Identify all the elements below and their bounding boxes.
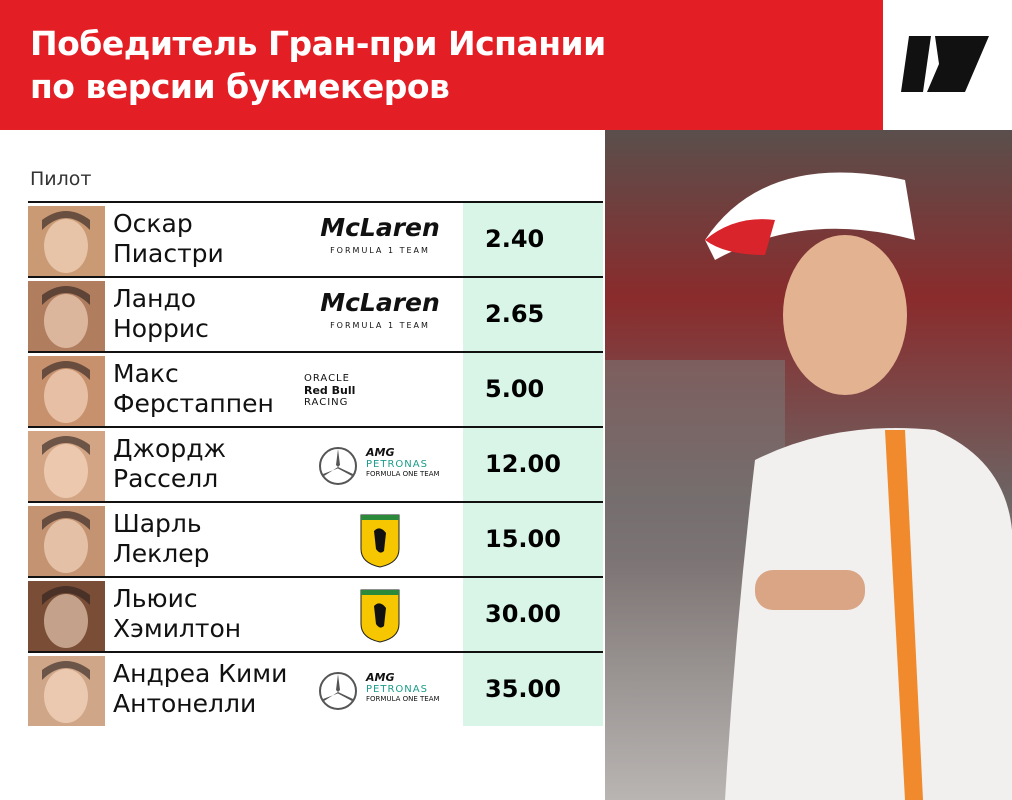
title-line: Победитель Гран-при Испании bbox=[30, 24, 606, 63]
mercedes-star bbox=[319, 447, 357, 485]
table-row: Шарль Леклер 15.00 bbox=[28, 501, 603, 576]
logo-text: FORMULA 1 TEAM bbox=[330, 246, 430, 255]
team-logo bbox=[300, 586, 460, 644]
odds: 12.00 bbox=[463, 428, 603, 501]
driver-face bbox=[28, 281, 105, 351]
logo-text: AMG bbox=[366, 446, 395, 459]
team-logo: McLaren FORMULA 1 TEAM bbox=[300, 286, 460, 344]
driver-name: Шарль Леклер bbox=[113, 509, 210, 569]
driver-photo bbox=[605, 130, 1012, 800]
ferrari-shield bbox=[360, 589, 400, 643]
logo-text: AMG bbox=[366, 671, 395, 684]
logo-text: PETRONAS bbox=[366, 684, 428, 695]
photo-illustration bbox=[605, 172, 1012, 800]
team-logo: McLaren FORMULA 1 TEAM bbox=[300, 211, 460, 269]
driver-name: Макс Ферстаппен bbox=[113, 359, 274, 419]
team-logo: AMG PETRONAS FORMULA ONE TEAM bbox=[300, 661, 460, 719]
name-line: Хэмилтон bbox=[113, 614, 242, 643]
driver-name: Ландо Норрис bbox=[113, 284, 209, 344]
driver-face bbox=[28, 431, 105, 501]
table-row: Оскар Пиастри McLaren FORMULA 1 TEAM 2.40 bbox=[28, 201, 603, 276]
table-row: Макс Ферстаппен ORACLE Red Bull RACING 5.00 bbox=[28, 351, 603, 426]
name-line: Леклер bbox=[113, 539, 210, 568]
odds: 2.65 bbox=[463, 278, 603, 351]
name-line: Антонелли bbox=[113, 689, 257, 718]
ferrari-shield bbox=[360, 514, 400, 568]
name-line: Ферстаппен bbox=[113, 389, 274, 418]
name-line: Льюис bbox=[113, 584, 198, 613]
driver-name: Андреа Кими Антонелли bbox=[113, 659, 287, 719]
driver-face bbox=[28, 656, 105, 726]
odds: 30.00 bbox=[463, 578, 603, 651]
driver-face bbox=[28, 206, 105, 276]
logo-text: McLaren bbox=[320, 288, 440, 317]
logo-text: FORMULA 1 TEAM bbox=[330, 321, 430, 330]
table-row: Андреа Кими Антонелли AMG PETRONAS FORMULA O… bbox=[28, 651, 603, 726]
title-line: по версии букмекеров bbox=[30, 67, 450, 106]
name-line: Шарль bbox=[113, 509, 202, 538]
table-row: Ландо Норрис McLaren FORMULA 1 TEAM 2.65 bbox=[28, 276, 603, 351]
name-line: Джордж bbox=[113, 434, 227, 463]
table-row: Льюис Хэмилтон 30.00 bbox=[28, 576, 603, 651]
logo-text: McLaren bbox=[320, 213, 440, 242]
odds: 35.00 bbox=[463, 653, 603, 726]
team-logo bbox=[300, 511, 460, 569]
logo-text: Red Bull bbox=[304, 384, 356, 397]
name-line: Макс bbox=[113, 359, 179, 388]
name-line: Андреа Кими bbox=[113, 659, 288, 688]
table-row: Джордж Расселл AMG PETRONAS FORMULA ONE TEAM… bbox=[28, 426, 603, 501]
logo-text: RACING bbox=[304, 397, 349, 408]
logo-text: ORACLE bbox=[304, 373, 350, 384]
driver-name: Льюис Хэмилтон bbox=[113, 584, 241, 644]
driver-face bbox=[28, 356, 105, 426]
logo-text: FORMULA ONE TEAM bbox=[366, 695, 440, 703]
name-line: Ландо bbox=[113, 284, 197, 313]
odds: 15.00 bbox=[463, 503, 603, 576]
name-line: Оскар bbox=[113, 209, 193, 238]
logo-text: FORMULA ONE TEAM bbox=[366, 470, 440, 478]
mercedes-star bbox=[319, 672, 357, 710]
logo-text: PETRONAS bbox=[366, 459, 428, 470]
column-header: Пилот bbox=[30, 168, 92, 190]
header: Победитель Гран-при Испании по версии бу… bbox=[0, 0, 883, 130]
driver-name: Джордж Расселл bbox=[113, 434, 226, 494]
driver-name: Оскар Пиастри bbox=[113, 209, 224, 269]
team-logo: ORACLE Red Bull RACING bbox=[300, 361, 460, 419]
driver-face bbox=[28, 581, 105, 651]
brand-logo bbox=[883, 0, 1012, 130]
odds: 5.00 bbox=[463, 353, 603, 426]
odds: 2.40 bbox=[463, 203, 603, 276]
team-logo: AMG PETRONAS FORMULA ONE TEAM bbox=[300, 436, 460, 494]
name-line: Норрис bbox=[113, 314, 209, 343]
brand-mark bbox=[901, 36, 989, 92]
name-line: Пиастри bbox=[113, 239, 224, 268]
driver-face bbox=[28, 506, 105, 576]
name-line: Расселл bbox=[113, 464, 219, 493]
